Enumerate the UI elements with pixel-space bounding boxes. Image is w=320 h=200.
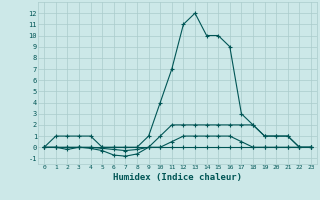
X-axis label: Humidex (Indice chaleur): Humidex (Indice chaleur) xyxy=(113,173,242,182)
